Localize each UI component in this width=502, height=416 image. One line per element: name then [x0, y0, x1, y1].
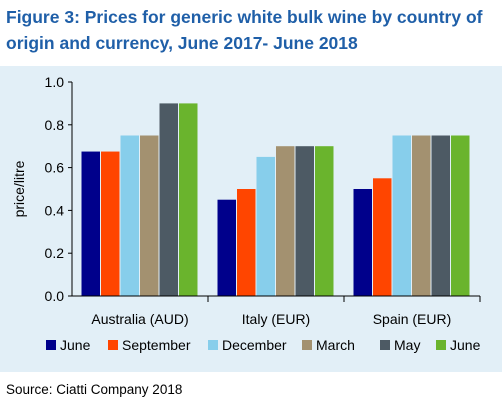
bar-june	[179, 103, 198, 297]
y-tick-label: 1.0	[45, 74, 65, 90]
legend-swatch	[436, 340, 446, 350]
bar-december	[392, 135, 411, 296]
bar-june	[451, 135, 470, 296]
bar-march	[276, 146, 295, 296]
bar-march	[412, 135, 431, 296]
legend-label: March	[316, 337, 355, 353]
title-line-1: Figure 3: Prices for generic white bulk …	[6, 7, 483, 27]
legend-label: May	[394, 337, 420, 353]
bar-june	[353, 189, 372, 296]
bar-september	[237, 189, 256, 296]
bar-june	[217, 199, 236, 296]
legend-label: December	[222, 337, 287, 353]
bar-march	[140, 135, 159, 296]
bar-december	[120, 135, 139, 296]
bar-may	[159, 103, 178, 297]
x-tick-label: Spain (EUR)	[373, 311, 452, 327]
y-tick-label: 0.6	[45, 160, 65, 176]
bar-june	[81, 151, 100, 296]
legend-swatch	[46, 340, 56, 350]
legend-label: September	[122, 337, 191, 353]
bar-chart: 0.0 0.2 0.4 0.6 0.8 1.0 price/litre Australia …	[11, 74, 481, 353]
bar-december	[256, 156, 275, 296]
source-note: Source: Ciatti Company 2018	[6, 382, 183, 397]
title-line-2: origin and currency, June 2017- June 201…	[6, 33, 358, 53]
y-tick-label: 0.4	[45, 202, 65, 218]
bar-september	[101, 151, 120, 296]
y-tick-label: 0.8	[45, 117, 65, 133]
y-axis: 0.0 0.2 0.4 0.6 0.8 1.0 price/litre	[11, 74, 73, 304]
bar-may	[431, 135, 450, 296]
legend-swatch	[302, 340, 312, 350]
bar-may	[295, 146, 314, 296]
legend-swatch	[108, 340, 118, 350]
x-tick-label: Italy (EUR)	[242, 311, 310, 327]
legend-swatch	[208, 340, 218, 350]
bars	[81, 103, 470, 297]
y-tick-label: 0.0	[45, 288, 65, 304]
y-tick-label: 0.2	[45, 245, 65, 261]
x-tick-label: Australia (AUD)	[91, 311, 188, 327]
bar-june	[315, 146, 334, 296]
legend-label: June	[60, 337, 91, 353]
x-axis: Australia (AUD) Italy (EUR) Spain (EUR)	[72, 295, 481, 327]
legend-swatch	[380, 340, 390, 350]
bar-september	[373, 178, 392, 296]
figure-title: Figure 3: Prices for generic white bulk …	[6, 4, 496, 56]
y-axis-label: price/litre	[11, 160, 27, 217]
legend: June September December March May June	[46, 337, 481, 353]
legend-label: June	[450, 337, 481, 353]
